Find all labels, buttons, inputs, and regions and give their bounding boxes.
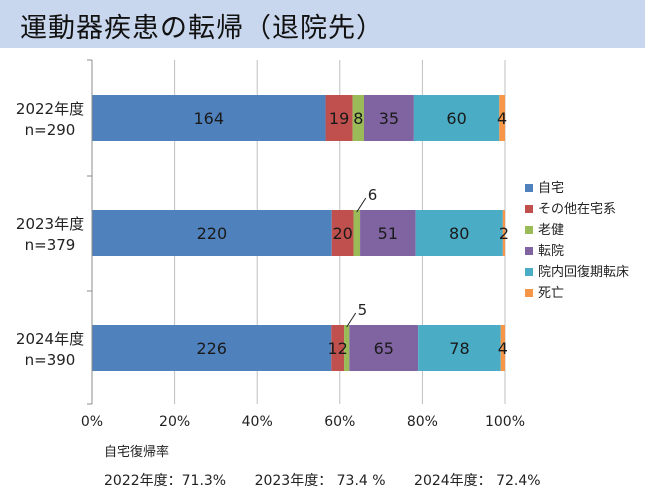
rate-2024: 2024年度： 72.4% (414, 473, 541, 489)
callout-line (346, 312, 357, 328)
bar-segment (418, 325, 501, 371)
callout-label: 6 (368, 186, 378, 204)
bar-segment (415, 210, 503, 256)
category-label: 2022年度 (16, 100, 84, 118)
category-label: 2024年度 (16, 330, 84, 348)
data-label: 8 (353, 109, 363, 128)
bar-segment (364, 95, 414, 141)
data-label: 20 (332, 224, 352, 243)
legend-label: 死亡 (538, 286, 564, 301)
callout-label: 5 (358, 301, 368, 319)
legend-swatch (525, 247, 533, 255)
callout-line (356, 197, 367, 213)
data-label: 4 (497, 109, 507, 128)
x-tick-label: 20% (159, 414, 190, 430)
category-label: n=290 (25, 121, 76, 139)
axis-layer: 0% 20% 40% 60% 80% 100% 2022年度 n=290 2023年度 n=379… (16, 59, 525, 430)
category-label: 2023年度 (16, 215, 84, 233)
bar-segment (325, 95, 353, 141)
data-label: 226 (196, 339, 227, 358)
x-tick-label: 100% (485, 414, 525, 430)
bar-segment (353, 210, 361, 256)
category-label: n=379 (25, 236, 76, 254)
legend-label: 転院 (538, 244, 564, 259)
rate-2023: 2023年度： 73.4 % (254, 473, 386, 489)
bar-segment (344, 325, 350, 371)
data-label: 164 (194, 109, 225, 128)
bar-segment (499, 95, 505, 141)
data-label: 2 (499, 224, 509, 243)
bar-segment (413, 95, 500, 141)
title-bar (0, 0, 645, 48)
bar-segment (331, 210, 354, 256)
x-tick-label: 40% (242, 414, 273, 430)
legend-swatch (525, 226, 533, 234)
bar-segment (360, 210, 416, 256)
rate-2022: 2022年度：71.3% (104, 473, 227, 489)
legend-swatch (525, 184, 533, 192)
bar-segment (349, 325, 419, 371)
x-tick-label: 80% (407, 414, 438, 430)
bar-segment (352, 95, 365, 141)
legend-label: 院内回復期転床 (538, 264, 629, 280)
data-label: 35 (379, 109, 399, 128)
legend-swatch (525, 289, 533, 297)
data-label: 12 (328, 339, 348, 358)
x-tick-label: 0% (81, 414, 103, 430)
bar-segment (92, 95, 326, 141)
data-label: 80 (449, 224, 469, 243)
data-label: 51 (378, 224, 398, 243)
data-label: 65 (374, 339, 394, 358)
x-tick-label: 60% (324, 414, 355, 430)
legend-swatch (525, 268, 533, 276)
home-return-rate-label: 自宅復帰率 (104, 445, 170, 460)
data-label: 19 (329, 109, 349, 128)
data-label: 4 (498, 339, 508, 358)
legend-label: 自宅 (538, 181, 564, 196)
bar-segment (331, 325, 345, 371)
bar-segment (502, 210, 505, 256)
home-return-rate-values: 2022年度：71.3% 2023年度： 73.4 % 2024年度： 72.4… (104, 470, 565, 490)
bar-segment (500, 325, 505, 371)
bar-segment (92, 210, 332, 256)
data-label: 60 (446, 109, 466, 128)
legend-swatch (525, 205, 533, 213)
bars-layer (92, 95, 505, 371)
legend-label: 老健 (538, 223, 564, 238)
data-label: 78 (449, 339, 469, 358)
data-labels-layer: 164 19 8 35 60 4 220 20 6 51 80 2 226 12 5 65 78 4 (194, 109, 509, 358)
legend-label: その他在宅系 (538, 202, 616, 217)
bar-segment (92, 325, 332, 371)
page-title: 運動器疾患の転帰（退院先） (20, 13, 384, 44)
data-label: 220 (197, 224, 228, 243)
category-label: n=390 (25, 351, 76, 369)
